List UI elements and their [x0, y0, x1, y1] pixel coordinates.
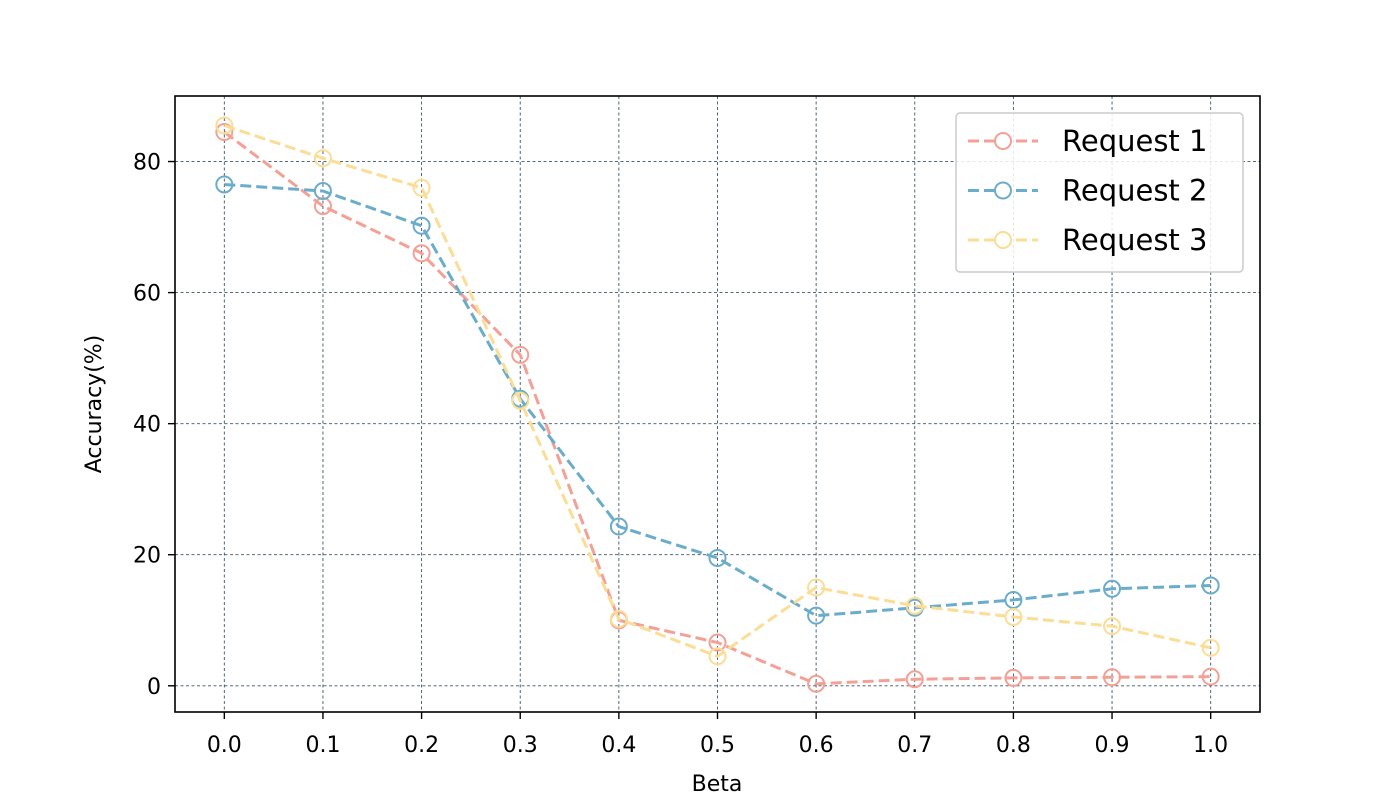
x-tick-label: 0.7: [897, 733, 932, 758]
y-tick-label: 60: [133, 282, 161, 307]
data-point: [807, 674, 826, 693]
data-point: [412, 178, 431, 197]
y-tick-label: 0: [147, 675, 161, 700]
series-line: [223, 124, 1212, 658]
series-layer: [215, 116, 1220, 693]
series-line: [224, 182, 1211, 618]
x-axis: 0.0 0.1 0.2 0.3 0.4 0.5 0.6 0.7 0.8 0.9 1.0: [207, 712, 1228, 758]
x-axis-label: Beta: [692, 772, 743, 797]
data-point: [412, 244, 431, 263]
legend-label: Request 3: [1062, 223, 1207, 257]
y-axis-label: Accuracy(%): [82, 335, 107, 474]
legend-label: Request 2: [1062, 174, 1207, 208]
legend-frame: [955, 112, 1244, 273]
x-tick-label: 0.1: [305, 733, 340, 758]
legend-marker: [994, 231, 1012, 249]
data-point: [905, 670, 924, 689]
data-point: [1004, 607, 1023, 626]
data-point: [1103, 668, 1122, 687]
data-point: [708, 549, 727, 567]
series-line: [223, 130, 1211, 686]
legend-item: Request 1: [968, 124, 1207, 158]
legend-marker: [994, 181, 1012, 200]
data-point: [215, 175, 234, 194]
x-tick-label: 0.2: [404, 733, 439, 758]
data-point: [1103, 617, 1122, 636]
data-point: [905, 596, 924, 615]
data-point: [1004, 668, 1023, 687]
legend-label: Request 1: [1062, 124, 1207, 158]
series-3: [215, 116, 1220, 666]
data-point: [511, 391, 530, 410]
data-point: [313, 197, 332, 216]
y-tick-label: 40: [133, 413, 161, 438]
x-tick-label: 0.0: [207, 733, 242, 758]
data-point: [708, 647, 727, 666]
data-point: [313, 149, 332, 168]
x-tick-label: 0.8: [996, 733, 1031, 758]
data-point: [708, 633, 727, 652]
data-point: [807, 606, 826, 625]
data-point: [1103, 579, 1122, 598]
x-tick-label: 0.4: [601, 733, 636, 758]
data-point: [313, 182, 332, 201]
data-point: [807, 578, 826, 597]
y-axis: 0 20 40 60 80: [133, 151, 175, 700]
legend-item: Request 2: [968, 174, 1207, 208]
y-tick-label: 20: [133, 544, 161, 569]
legend: Request 1 Request 2 Request 3: [955, 112, 1244, 273]
data-point: [1201, 638, 1220, 657]
data-point: [609, 517, 628, 536]
legend-item: Request 3: [968, 223, 1207, 257]
x-tick-label: 0.5: [700, 733, 735, 758]
x-tick-label: 1.0: [1193, 733, 1228, 758]
y-tick-label: 80: [133, 151, 161, 176]
data-point: [1201, 576, 1220, 595]
data-point: [1004, 590, 1023, 609]
data-point: [511, 345, 530, 364]
data-point: [412, 216, 431, 235]
data-point: [215, 116, 234, 135]
legend-marker: [994, 132, 1012, 150]
x-tick-label: 0.6: [799, 733, 834, 758]
data-point: [609, 609, 628, 628]
data-point: [215, 123, 234, 142]
x-tick-label: 0.9: [1095, 733, 1130, 758]
data-point: [1201, 667, 1220, 686]
x-tick-label: 0.3: [503, 733, 538, 758]
